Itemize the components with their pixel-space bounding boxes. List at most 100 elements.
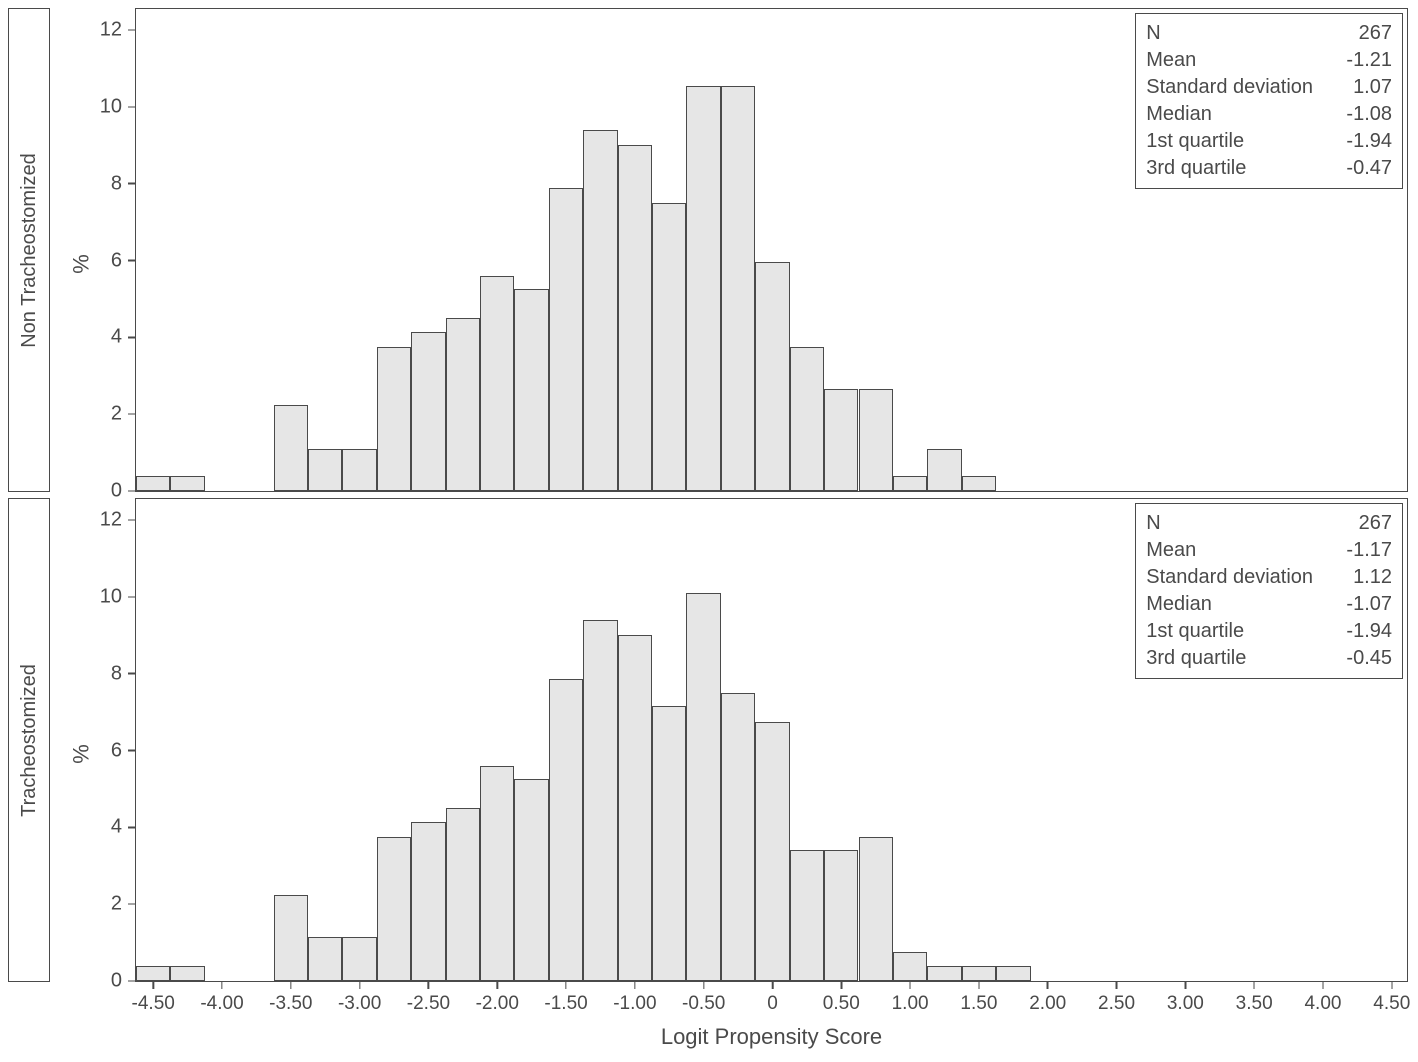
y-tick: 10	[94, 585, 136, 608]
histogram-bar	[859, 389, 893, 491]
stats-row: Mean-1.17	[1146, 537, 1392, 564]
stats-row: Standard deviation 1.12	[1146, 564, 1392, 591]
stats-row: Standard deviation 1.07	[1146, 74, 1392, 101]
y-tick-label: 0	[94, 480, 122, 503]
x-tick-label: 3.00	[1167, 993, 1204, 1015]
stats-box-0: N267Mean-1.21Standard deviation1.07Media…	[1135, 13, 1403, 189]
stats-row: 3rd quartile-0.45	[1146, 645, 1392, 672]
y-tick: 6	[94, 739, 136, 762]
y-tick-label: 6	[94, 249, 122, 272]
histogram-bar	[790, 347, 824, 491]
panel-strip-label: Tracheostomized	[18, 664, 41, 817]
x-tick: -3.00	[338, 981, 381, 1015]
x-tick: 3.00	[1167, 981, 1204, 1015]
stat-label: Standard deviation	[1146, 74, 1313, 101]
y-tick-label: 12	[94, 509, 122, 532]
stat-label: N	[1146, 20, 1160, 47]
stats-row: 3rd quartile -0.47	[1146, 155, 1392, 182]
stat-value: 1.07	[1353, 74, 1392, 101]
x-tick: 4.50	[1373, 981, 1410, 1015]
panel-strip-1: Tracheostomized	[8, 498, 50, 982]
x-tick-label: 1.00	[892, 993, 929, 1015]
histogram-bar	[136, 476, 170, 491]
histogram-bar	[686, 593, 720, 981]
x-tick: 3.50	[1236, 981, 1273, 1015]
x-tick: 2.50	[1098, 981, 1135, 1015]
histogram-bar	[514, 289, 548, 491]
x-tick-label: -1.00	[613, 993, 656, 1015]
y-tick: 10	[94, 95, 136, 118]
x-tick-label: 2.00	[1029, 993, 1066, 1015]
x-tick-label: -2.50	[407, 993, 450, 1015]
x-tick-label: -3.50	[269, 993, 312, 1015]
x-tick: 4.00	[1304, 981, 1341, 1015]
y-tick: 12	[94, 509, 136, 532]
stat-label: Mean	[1146, 47, 1196, 74]
stat-value: 267	[1359, 510, 1392, 537]
x-tick-label: -2.00	[476, 993, 519, 1015]
x-tick-label: -4.00	[200, 993, 243, 1015]
y-axis-label: %	[69, 744, 95, 764]
stat-value: -1.94	[1346, 128, 1392, 155]
y-tick-label: 8	[94, 662, 122, 685]
y-tick-label: 4	[94, 326, 122, 349]
histogram-bar	[274, 895, 308, 981]
histogram-bar	[755, 262, 789, 491]
stats-row: Median-1.07	[1146, 591, 1392, 618]
x-tick-label: 4.00	[1304, 993, 1341, 1015]
stats-box-1: N 267Mean-1.17Standard deviation 1.12Media…	[1135, 503, 1403, 679]
x-tick-label: 1.50	[960, 993, 997, 1015]
histogram-bar	[514, 779, 548, 981]
stat-label: 3rd quartile	[1146, 155, 1246, 182]
panel-strip-0: Non Tracheostomized	[8, 8, 50, 492]
figure-root: Non Tracheostomized024681012%N267Mean-1.…	[0, 0, 1418, 1062]
y-tick-label: 8	[94, 172, 122, 195]
y-tick-label: 2	[94, 893, 122, 916]
x-tick-label: -3.00	[338, 993, 381, 1015]
panel-strip-label: Non Tracheostomized	[18, 153, 41, 348]
x-tick: 1.50	[960, 981, 997, 1015]
stat-value: 1.12	[1353, 564, 1392, 591]
histogram-bar	[583, 620, 617, 981]
y-tick-label: 6	[94, 739, 122, 762]
y-tick-label: 10	[94, 585, 122, 608]
histogram-bar	[170, 966, 204, 981]
stat-value: -1.07	[1346, 591, 1392, 618]
y-tick: 0	[94, 970, 136, 993]
histogram-bar	[721, 86, 755, 491]
stat-label: Standard deviation	[1146, 564, 1313, 591]
histogram-bar	[652, 203, 686, 491]
y-axis-label: %	[69, 254, 95, 274]
stat-value: 267	[1359, 20, 1392, 47]
histogram-bar	[893, 476, 927, 491]
y-tick: 2	[94, 893, 136, 916]
stat-value: -1.17	[1346, 537, 1392, 564]
histogram-bar	[411, 822, 445, 981]
y-tick-label: 12	[94, 19, 122, 42]
x-tick: -1.50	[544, 981, 587, 1015]
histogram-bar	[893, 952, 927, 981]
histogram-bar	[342, 937, 376, 981]
x-tick: -2.00	[476, 981, 519, 1015]
x-tick: -3.50	[269, 981, 312, 1015]
y-tick-label: 10	[94, 95, 122, 118]
stat-label: N	[1146, 510, 1160, 537]
x-tick-label: 4.50	[1373, 993, 1410, 1015]
histogram-bar	[721, 693, 755, 981]
histogram-bar	[411, 332, 445, 491]
x-tick: -2.50	[407, 981, 450, 1015]
y-tick: 6	[94, 249, 136, 272]
stat-value: -0.47	[1346, 155, 1392, 182]
stat-value: -1.21	[1346, 47, 1392, 74]
histogram-bar	[824, 850, 858, 981]
stat-value: -1.08	[1346, 101, 1392, 128]
histogram-bar	[308, 937, 342, 981]
x-tick-label: 0	[767, 993, 778, 1015]
plot-area-0: 024681012%N267Mean-1.21Standard deviatio…	[135, 8, 1408, 492]
x-tick: -4.00	[200, 981, 243, 1015]
histogram-bar	[342, 449, 376, 491]
histogram-bar	[377, 347, 411, 491]
histogram-bar	[549, 679, 583, 981]
histogram-bar	[446, 808, 480, 981]
y-tick: 2	[94, 403, 136, 426]
